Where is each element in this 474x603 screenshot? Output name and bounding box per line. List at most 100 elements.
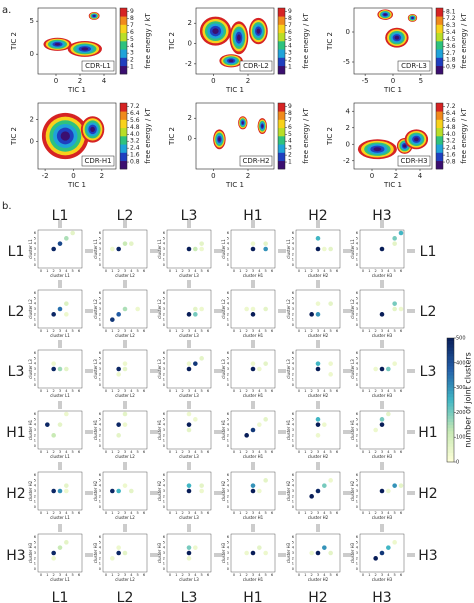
y-axis-label: TIC 2 [168, 32, 176, 51]
cell-x-label: cluster H3 [372, 393, 393, 398]
cell-x-tick-label: 6 [143, 389, 145, 393]
grid-marker [123, 280, 127, 288]
cell-y-tick-label: 5 [34, 236, 36, 240]
joint-cluster-dot [309, 312, 314, 317]
cell-x-label: cluster H1 [243, 577, 264, 582]
cell-x-tick-label: 3 [381, 511, 383, 515]
x-tick-label: 0 [391, 77, 395, 85]
cell-y-label: cluster H2 [350, 480, 355, 501]
column-label: H2 [308, 208, 327, 224]
cell-y-tick-label: 3 [163, 367, 165, 371]
cell-x-label: cluster L1 [50, 577, 70, 582]
cell-x-tick-label: 3 [317, 573, 319, 577]
cell-plot [295, 410, 341, 450]
cell-x-tick-label: 5 [72, 329, 74, 333]
cell-y-tick-label: 2 [292, 252, 294, 256]
x-axis-label: TIC 1 [225, 181, 244, 189]
colorbar-segment [447, 446, 454, 450]
joint-cluster-dot [244, 433, 249, 438]
joint-cluster-dot [116, 550, 121, 556]
joint-cluster-dot [244, 550, 249, 556]
joint-cluster-dot [379, 246, 385, 252]
cell-y-tick-label: 2 [356, 433, 358, 437]
cell-y-tick-label: 3 [227, 247, 229, 251]
colorbar-tick-label: 300 [456, 385, 466, 391]
energy-basin [93, 15, 96, 17]
colorbar-segment [447, 403, 454, 407]
colorbar-segment [447, 400, 454, 404]
cell-y-tick-label: 1 [99, 258, 101, 262]
cell-y-tick-label: 5 [227, 478, 229, 482]
cell-x-tick-label: 3 [252, 573, 254, 577]
cell-y-tick-label: 1 [227, 500, 229, 504]
cell-x-tick-label: 2 [311, 573, 313, 577]
cell-x-tick-label: 6 [207, 269, 209, 273]
colorbar-frame [119, 102, 128, 170]
cell-y-tick-label: 1 [356, 378, 358, 382]
cell-y-tick-label: 1 [99, 562, 101, 566]
grid-marker [316, 220, 320, 228]
colorbar-tick-label: 1.8 [446, 57, 456, 64]
cell-x-tick-label: 1 [175, 573, 177, 577]
cell-y-tick-label: 6 [99, 231, 101, 235]
cell-x-tick-label: 3 [252, 269, 254, 273]
x-tick-label: 2 [246, 77, 250, 85]
grid-marker [85, 369, 93, 373]
joint-cluster-dot [250, 306, 256, 312]
joint-cluster-dot [263, 478, 268, 483]
colorbar-segment [436, 136, 443, 145]
grid-marker [407, 491, 415, 495]
cell-y-label: cluster H1 [221, 419, 226, 440]
grid-marker [187, 401, 191, 409]
cell-y-tick-label: 1 [292, 500, 294, 504]
colorbar-segment [278, 32, 285, 42]
cell-y-tick-label: 3 [356, 307, 358, 311]
x-tick-label: 0 [370, 172, 374, 180]
cell-y-label: cluster L1 [221, 239, 226, 259]
grid-marker [343, 491, 351, 495]
cell-y-tick-label: 4 [292, 302, 295, 306]
cell-x-tick-label: 0 [362, 573, 364, 577]
colorbar-tick-label: 1 [288, 64, 292, 71]
joint-cluster-dot [64, 540, 69, 545]
cell-y-label: cluster H1 [157, 419, 162, 440]
grid-marker [251, 462, 255, 470]
cell-x-tick-label: 4 [323, 511, 326, 515]
cell-y-tick-label: 2 [34, 494, 36, 498]
cell-x-tick-label: 2 [118, 450, 120, 454]
row-label: H2 [6, 486, 25, 502]
column-label-bottom: H2 [308, 590, 327, 603]
cell-y-tick-label: 5 [292, 417, 294, 421]
cell-x-label: cluster L2 [115, 515, 135, 520]
column-label-bottom: H3 [372, 590, 391, 603]
cell-x-tick-label: 6 [400, 329, 402, 333]
colorbar-label: free energy / kT [144, 108, 152, 164]
joint-cluster-dot [328, 372, 333, 377]
cell-x-label: cluster L1 [50, 393, 70, 398]
cell-x-tick-label: 3 [317, 389, 319, 393]
grid-marker [150, 553, 158, 557]
y-tick-label: 0 [346, 28, 350, 36]
cell-x-tick-label: 0 [169, 573, 171, 577]
panel-name: CDR-L3 [401, 62, 427, 70]
cell-x-tick-label: 0 [40, 511, 42, 515]
cell-x-tick-label: 0 [169, 329, 171, 333]
joint-cluster-dot [392, 540, 397, 545]
cell-y-tick-label: 4 [163, 242, 166, 246]
colorbar-tick-label: 7 [288, 117, 292, 124]
colorbar-segment [278, 8, 285, 17]
cell-y-tick-label: 5 [99, 540, 101, 544]
cell-x-tick-label: 6 [400, 389, 402, 393]
cell-x-label: cluster H1 [243, 515, 264, 520]
cell-y-tick-label: 2 [227, 556, 229, 560]
joint-cluster-dot [186, 483, 192, 488]
cell-y-tick-label: 3 [227, 367, 229, 371]
colorbar-segment [436, 103, 443, 112]
grid-marker [380, 280, 384, 288]
cell-y-tick-label: 3 [356, 367, 358, 371]
cell-y-tick-label: 6 [99, 291, 101, 295]
colorbar-tick-label: 7.2 [446, 103, 456, 110]
cell-y-tick-label: 0 [163, 263, 165, 267]
column-label: L2 [117, 208, 134, 224]
colorbar-segment [447, 387, 454, 391]
